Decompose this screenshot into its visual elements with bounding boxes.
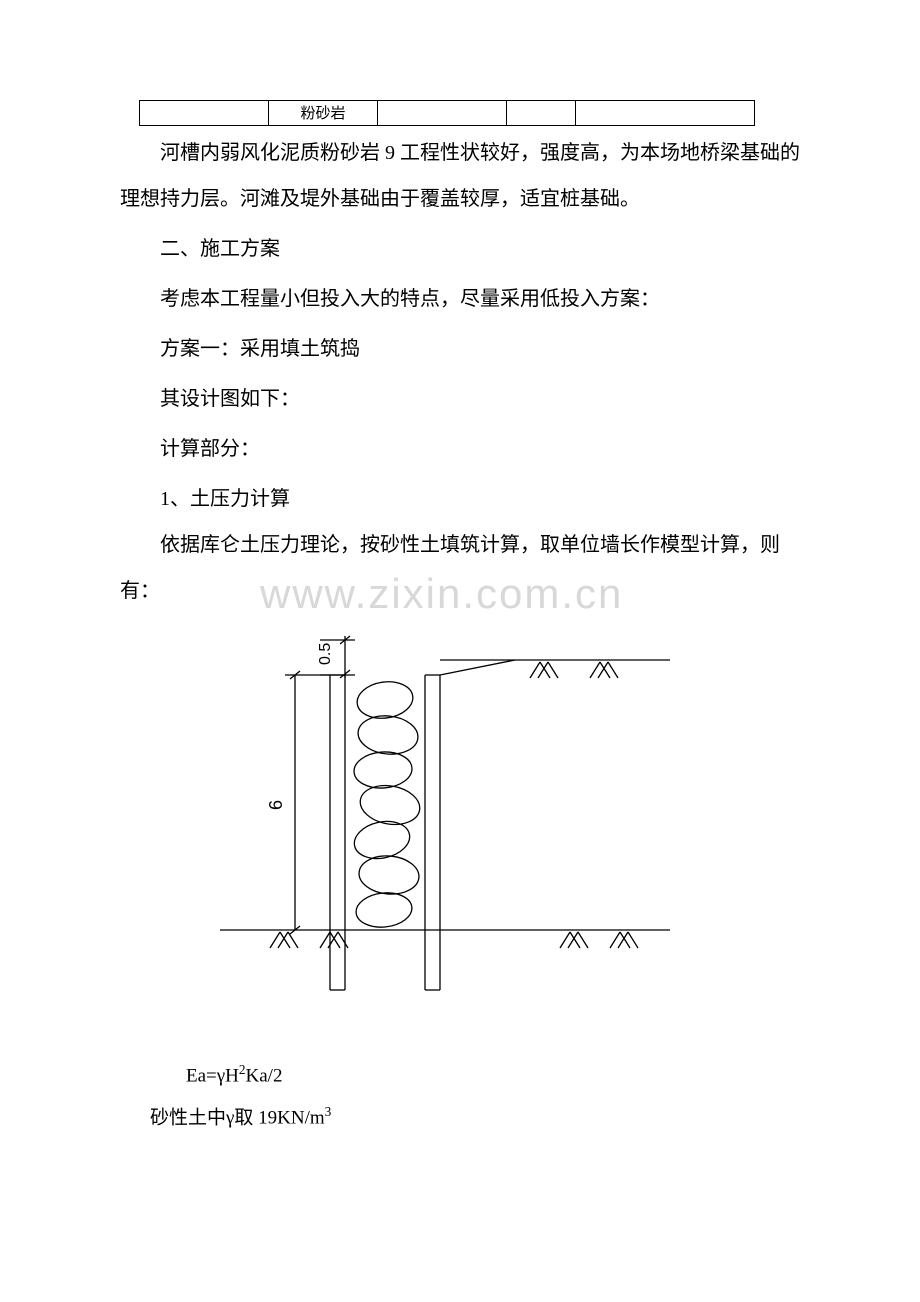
paragraph-7: 1、土压力计算 <box>120 476 800 522</box>
formula-ea: Ea=γH2Ka/2 <box>186 1055 800 1097</box>
engineering-diagram: 0.56 <box>120 620 800 1025</box>
paragraph-4: 方案一：采用填土筑捣 <box>120 326 800 372</box>
svg-text:0.5: 0.5 <box>317 643 334 665</box>
table-cell-1: 粉砂岩 <box>268 100 378 126</box>
table-cell-0 <box>139 100 269 126</box>
table-fragment: 粉砂岩 <box>140 100 800 126</box>
table-cell-3 <box>506 100 576 126</box>
formula-ea-sup: 2 <box>239 1062 246 1077</box>
paragraph-6: 计算部分： <box>120 426 800 472</box>
formula-gamma-sup: 3 <box>325 1104 332 1119</box>
paragraph-2: 二、施工方案 <box>120 226 800 272</box>
diagram-svg: 0.56 <box>200 620 720 1020</box>
paragraph-1: 河槽内弱风化泥质粉砂岩 9 工程性状较好，强度高，为本场地桥梁基础的理想持力层。… <box>120 130 800 222</box>
table-cell-2 <box>377 100 507 126</box>
svg-text:6: 6 <box>266 800 286 810</box>
formula-gamma: 砂性土中γ取 19KN/m3 <box>150 1097 800 1139</box>
formula-gamma-text: 砂性土中γ取 19KN/m <box>150 1107 325 1128</box>
table-cell-4 <box>575 100 755 126</box>
formula-ea-prefix: Ea=γH <box>186 1065 239 1086</box>
formula-ea-suffix: Ka/2 <box>246 1065 283 1086</box>
paragraph-8: 依据库仑土压力理论，按砂性土填筑计算，取单位墙长作模型计算，则有： <box>120 522 800 614</box>
paragraph-3: 考虑本工程量小但投入大的特点，尽量采用低投入方案： <box>120 276 800 322</box>
paragraph-5: 其设计图如下： <box>120 376 800 422</box>
